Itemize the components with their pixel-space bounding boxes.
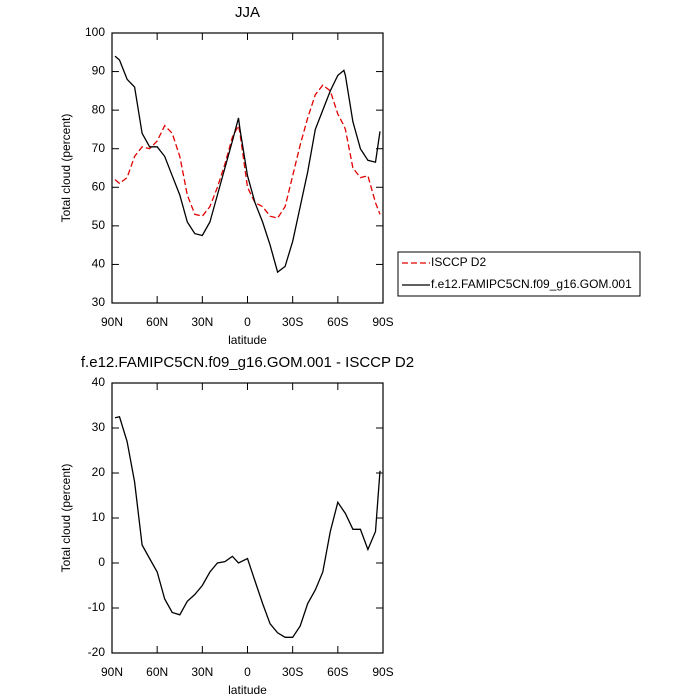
x-tick-label: 90S xyxy=(372,315,393,329)
chart-title: f.e12.FAMIPC5CN.f09_g16.GOM.001 - ISCCP … xyxy=(81,354,414,371)
y-tick-label: -20 xyxy=(88,645,106,659)
x-tick-label: 90N xyxy=(101,315,123,329)
y-tick-label: 20 xyxy=(92,465,106,479)
x-axis-label: latitude xyxy=(228,683,267,697)
y-tick-label: 100 xyxy=(85,25,105,39)
x-tick-label: 30N xyxy=(191,665,213,679)
x-tick-label: 60N xyxy=(146,315,168,329)
x-tick-label: 30N xyxy=(191,315,213,329)
x-tick-label: 0 xyxy=(244,315,251,329)
y-tick-label: 70 xyxy=(92,141,106,155)
data-line xyxy=(114,55,381,274)
x-tick-label: 90N xyxy=(101,665,123,679)
plot-frame xyxy=(111,382,384,654)
x-tick-label: 30S xyxy=(282,665,303,679)
data-line xyxy=(114,84,381,219)
y-tick-label: 10 xyxy=(92,510,106,524)
y-tick-label: 30 xyxy=(92,420,106,434)
y-tick-label: -10 xyxy=(88,600,106,614)
x-tick-label: 60S xyxy=(327,665,348,679)
y-axis-label: Total cloud (percent) xyxy=(59,114,73,223)
x-tick-label: 30S xyxy=(282,315,303,329)
chart-title: JJA xyxy=(235,4,260,21)
legend-box xyxy=(397,251,641,297)
y-tick-label: 90 xyxy=(92,64,106,78)
x-axis-label: latitude xyxy=(228,333,267,347)
y-axis-label: Total cloud (percent) xyxy=(59,464,73,573)
y-tick-label: 50 xyxy=(92,218,106,232)
y-tick-label: 80 xyxy=(92,102,106,116)
y-tick-label: 40 xyxy=(92,375,106,389)
x-tick-label: 0 xyxy=(244,665,251,679)
x-tick-label: 90S xyxy=(372,665,393,679)
y-tick-label: 30 xyxy=(92,295,106,309)
legend-label: ISCCP D2 xyxy=(431,255,486,269)
legend-label: f.e12.FAMIPC5CN.f09_g16.GOM.001 xyxy=(431,277,632,291)
plot-frame xyxy=(111,32,384,304)
y-tick-label: 0 xyxy=(98,555,105,569)
data-line xyxy=(114,416,381,638)
x-tick-label: 60N xyxy=(146,665,168,679)
y-tick-label: 40 xyxy=(92,257,106,271)
y-tick-label: 60 xyxy=(92,179,106,193)
x-tick-label: 60S xyxy=(327,315,348,329)
